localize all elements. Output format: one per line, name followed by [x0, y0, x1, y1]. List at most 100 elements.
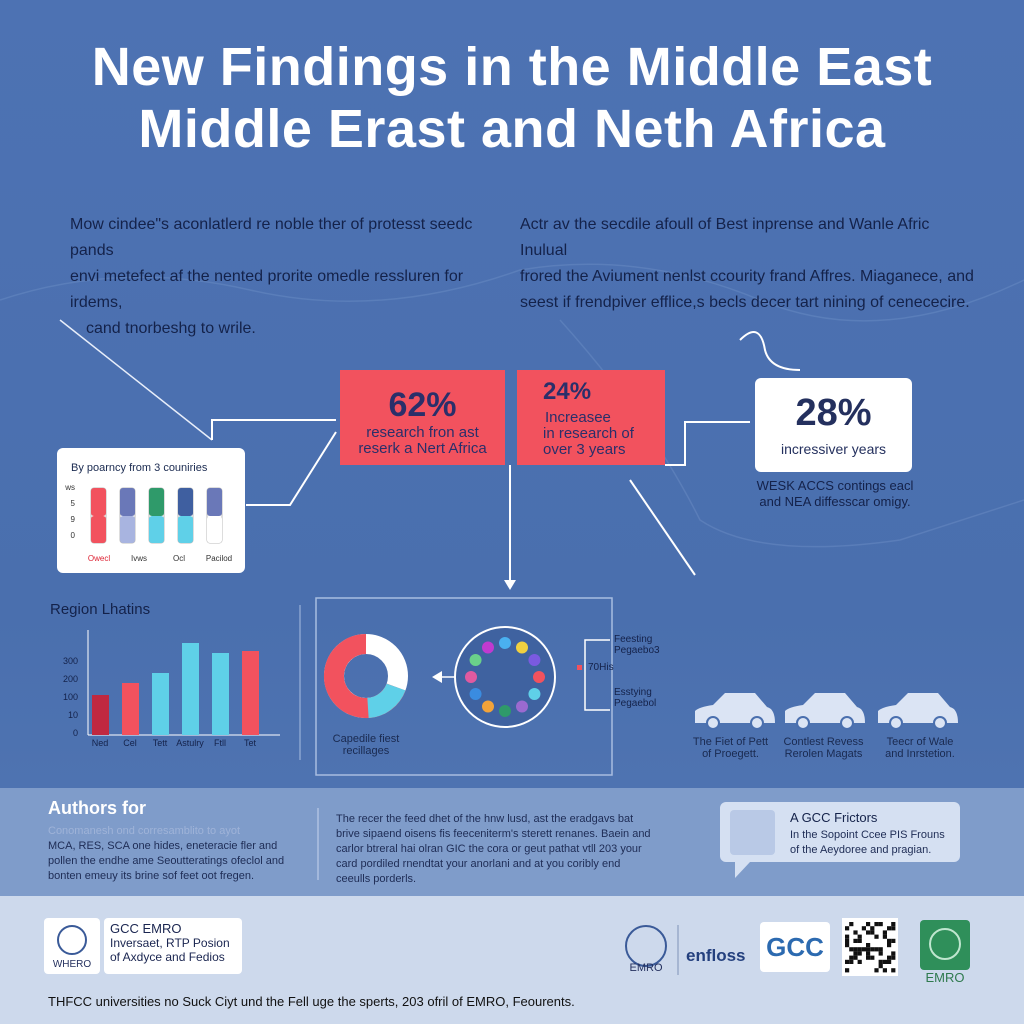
x-tick-label: Ocl	[173, 554, 185, 563]
logo-globe	[625, 925, 667, 967]
stat-box: 28% incressiver years	[755, 378, 912, 472]
text-line: Esstying	[614, 687, 652, 698]
connector	[629, 479, 696, 576]
qr-cell	[853, 955, 858, 960]
x-tick-label: Tett	[153, 738, 168, 748]
legend-item: Feesting Pegaebo3	[614, 634, 660, 656]
text-line: Conomanesh ond corresamblito to ayot	[48, 825, 240, 837]
qr-cell	[891, 938, 896, 943]
bar-shape	[178, 488, 193, 516]
bar-shape	[149, 516, 164, 543]
qr-cell	[874, 922, 879, 927]
icon-dot	[499, 637, 511, 649]
qr-cell	[866, 955, 871, 960]
icon-dot	[516, 700, 528, 713]
car-icons	[695, 693, 958, 730]
logo-label: EMRO	[629, 962, 663, 974]
icon-dot	[528, 654, 541, 666]
text-line: and Inrstetion.	[885, 748, 955, 760]
bar-shape	[207, 516, 222, 543]
authors-left: Conomanesh ond corresamblito to ayot MCA…	[48, 824, 308, 884]
text-line: The recer the feed dhet of the hnw lusd,…	[336, 813, 634, 825]
connector	[665, 421, 750, 466]
qr-cell	[891, 951, 896, 956]
car-icon	[878, 693, 958, 723]
qr-cell	[853, 930, 858, 935]
y-tick-label: 5	[71, 499, 76, 508]
text-line: brive sipaend oisens fis feeceniterm's s…	[336, 828, 651, 840]
qr-cell	[845, 934, 850, 939]
text-line: card pordiled rnendtat your anorlani and…	[336, 858, 621, 870]
text-line: In the Sopoint Ccee PIS Frouns	[790, 829, 945, 841]
text-line: envi metefect af the nented prorite omed…	[70, 268, 464, 311]
donut-segment	[366, 682, 406, 718]
qr-cell	[882, 934, 887, 939]
car-wheel	[796, 716, 810, 730]
x-tick-label: Tet	[244, 738, 257, 748]
y-tick-label: 200	[63, 674, 78, 684]
text-line: Capedile fiest	[332, 733, 400, 745]
qr-cell	[849, 959, 854, 964]
qr-cell	[849, 922, 854, 927]
chart-title: By poarncy from 3 couniries	[71, 462, 208, 474]
title-line: New Findings in the Middle East	[91, 37, 933, 97]
stat-value: 62%	[388, 386, 457, 424]
qr-cell	[891, 922, 896, 927]
text-line: ceeulls porderls.	[336, 873, 417, 885]
small-chart-card: By poarncy from 3 couniries ws 5 9 0 Owecl Iv…	[57, 448, 245, 573]
connector	[211, 419, 336, 440]
stat-text: over 3 years	[543, 441, 626, 458]
intro-right: Actr av the secdile afoull of Best inpre…	[520, 212, 980, 316]
text-line: bonten emeuy its brine sof feet oot freg…	[48, 870, 255, 882]
logo-label: enfloss	[686, 946, 746, 965]
callout-box	[720, 802, 960, 862]
map-outline	[0, 263, 1024, 322]
x-tick-label: Ned	[92, 738, 109, 748]
logo-globe	[57, 925, 87, 955]
logo-label: WHERO	[52, 959, 92, 970]
icon-dots	[465, 637, 545, 717]
icon-dot	[465, 671, 477, 683]
callout-icon	[730, 810, 775, 855]
title-line: Middle Erast and Neth Africa	[138, 99, 886, 159]
connector	[59, 319, 213, 441]
qr-cell	[874, 934, 879, 939]
icon-dot	[533, 671, 545, 683]
text-line: WESK ACCS contings eacl	[756, 478, 914, 493]
connector	[739, 331, 801, 371]
intro-left: Mow cindee"s aconlatlerd re noble ther o…	[70, 212, 510, 342]
qr-cell	[870, 947, 875, 952]
text-line: Feesting	[614, 634, 653, 645]
arrow-head	[432, 671, 442, 683]
org-box	[104, 918, 242, 974]
text-line: cand tnorbeshg to wrile.	[86, 320, 256, 337]
bar-shape	[91, 488, 106, 516]
car-wheel	[889, 716, 903, 730]
qr-cell	[853, 938, 858, 943]
authors-title: Authors for	[48, 798, 146, 818]
y-tick-label: 300	[63, 656, 78, 666]
stat-text: research fron ast	[366, 424, 479, 441]
car-caption: The Fiet of Pett of Proegett.	[683, 736, 778, 760]
qr-cell	[853, 951, 858, 956]
icon-dot	[469, 688, 482, 700]
qr-cell	[845, 968, 850, 973]
qr-cell	[857, 934, 862, 939]
qr-cell	[857, 938, 862, 943]
car-icon	[695, 693, 775, 723]
qr-cell	[866, 947, 871, 952]
qr-cell	[882, 968, 887, 973]
icon-dot	[499, 705, 511, 717]
qr-cell	[887, 926, 892, 931]
qr-cell	[861, 947, 866, 952]
text-line: pollen the endhe ame Seoutteratings ofec…	[48, 855, 285, 867]
car-wheel	[750, 716, 764, 730]
qr-cell	[861, 926, 866, 931]
qr-cell	[887, 955, 892, 960]
text-line: Pegaebo3	[614, 645, 660, 656]
qr-cell	[845, 938, 850, 943]
x-tick-label: Ivws	[131, 554, 147, 563]
text-line: seest if frendpiver efflice,s becls dece…	[520, 294, 970, 311]
y-tick-label: 100	[63, 692, 78, 702]
